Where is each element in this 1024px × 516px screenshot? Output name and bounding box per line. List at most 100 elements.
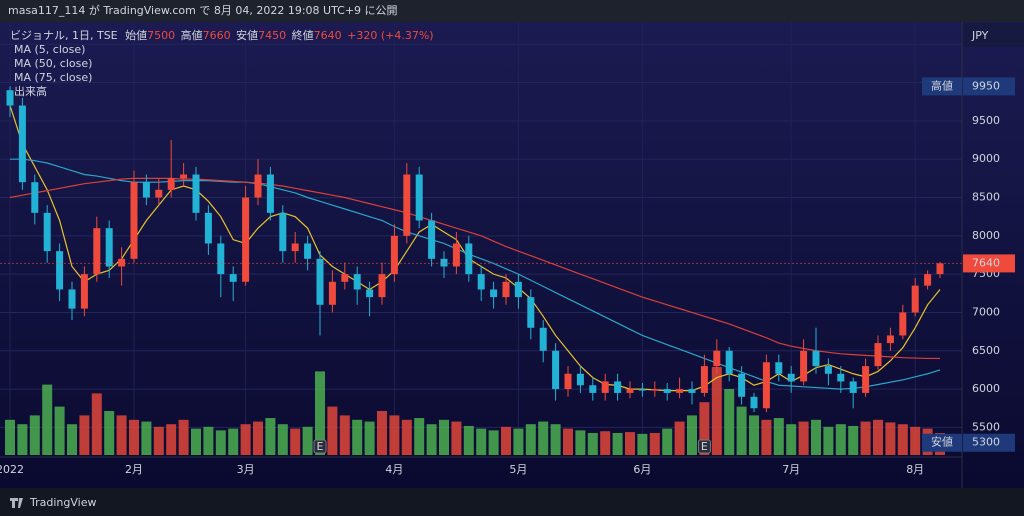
volume-bar xyxy=(662,428,673,455)
candle-body xyxy=(316,258,324,305)
candle-body xyxy=(18,105,26,183)
volume-bar xyxy=(798,421,809,455)
x-tick-label: 2022 xyxy=(0,463,24,476)
candle-body xyxy=(651,389,659,391)
volume-bar xyxy=(315,371,325,455)
volume-bar xyxy=(377,411,387,455)
x-tick-label: 5月 xyxy=(509,463,527,476)
volume-bar xyxy=(91,393,102,455)
candle-body xyxy=(638,389,646,391)
legend-entry: MA (50, close) xyxy=(14,57,92,70)
candle-body xyxy=(589,385,597,393)
candle-body xyxy=(936,263,944,275)
overlays: E E 高値 9950 7640 安値 5300 xyxy=(0,77,1015,454)
volume-bar xyxy=(476,428,487,455)
badge-value: 9950 xyxy=(972,79,1000,92)
volume-bar xyxy=(600,431,611,455)
candle-body xyxy=(6,90,14,106)
value: 7660 xyxy=(203,29,231,42)
volume-bar xyxy=(178,419,189,455)
volume-bar xyxy=(67,424,77,455)
candle-body xyxy=(43,212,51,252)
value: 7640 xyxy=(314,29,342,42)
candle-body xyxy=(180,174,188,179)
candle-body xyxy=(403,174,411,236)
volume-bar xyxy=(761,419,772,455)
volume-bar xyxy=(823,426,834,455)
volume-bar xyxy=(364,421,375,455)
volume-bar xyxy=(215,430,226,455)
volume-bar xyxy=(414,418,425,455)
volume-bar xyxy=(339,415,350,455)
candle-body xyxy=(700,366,708,393)
candle-body xyxy=(291,243,299,252)
volume-bar xyxy=(29,415,40,455)
top-bar xyxy=(0,0,1024,22)
candle-body xyxy=(428,220,436,259)
candle-body xyxy=(217,243,225,275)
volume-bar xyxy=(5,419,15,455)
volume-bar xyxy=(17,424,28,455)
y-tick-label: 9000 xyxy=(972,152,1000,165)
volume-bar xyxy=(575,430,586,455)
volume-bar xyxy=(277,424,288,455)
candle-body xyxy=(490,289,498,298)
volume-bar xyxy=(54,406,65,455)
candle-body xyxy=(142,182,150,198)
volume-bar xyxy=(153,426,164,455)
bottom-bar xyxy=(0,488,1024,516)
candle-body xyxy=(663,389,671,393)
volume-bar xyxy=(191,428,201,455)
y-tick-label: 6500 xyxy=(972,344,1000,357)
candle-body xyxy=(924,274,932,286)
plot-background xyxy=(0,22,1024,488)
volume-bar xyxy=(724,389,735,455)
volume-bar xyxy=(773,418,784,455)
volume-bar xyxy=(513,428,524,455)
candle-body xyxy=(452,243,460,267)
publisher: masa117_114 が TradingView.com で 8月 04, 2… xyxy=(8,3,398,17)
candle-body xyxy=(601,381,609,393)
volume-bar xyxy=(538,421,549,455)
volume-bar xyxy=(563,428,573,455)
volume-bar xyxy=(501,426,511,455)
volume-bar xyxy=(240,424,251,455)
candle-body xyxy=(874,343,882,367)
candle-body xyxy=(56,251,64,290)
volume-bar xyxy=(848,425,859,455)
candle-body xyxy=(31,182,39,213)
volume-bar xyxy=(711,367,722,455)
volume-bar xyxy=(426,424,437,455)
candle-body xyxy=(750,396,758,409)
badge-text: 安値 xyxy=(931,435,953,449)
volume-bar xyxy=(910,426,921,455)
x-tick-label: 6月 xyxy=(633,463,651,476)
volume-bar xyxy=(811,419,821,455)
change: +320 (+4.37%) xyxy=(347,29,433,42)
candle-body xyxy=(266,174,274,213)
candle-body xyxy=(738,373,746,397)
candle-body xyxy=(254,174,262,198)
candle-body xyxy=(68,289,76,309)
badge-tag xyxy=(922,77,962,96)
candle-body xyxy=(539,327,547,351)
candle-body xyxy=(341,274,349,282)
candle-body xyxy=(465,243,473,275)
volume-bar xyxy=(104,411,115,455)
volume-bar xyxy=(141,421,152,455)
legend-entry: MA (75, close) xyxy=(14,71,92,84)
candle-body xyxy=(390,235,398,275)
candle-body xyxy=(192,174,200,213)
ma-line xyxy=(9,177,940,360)
badge xyxy=(963,433,1015,452)
event-label: E xyxy=(317,440,324,453)
x-tick-label: 4月 xyxy=(385,463,403,476)
x-tick-label: 2月 xyxy=(125,463,143,476)
badge-text: 高値 xyxy=(931,78,953,92)
volume-bar xyxy=(749,415,759,455)
candle-body xyxy=(353,274,361,290)
candle-body xyxy=(775,362,783,374)
candle-body xyxy=(713,350,721,367)
badge-tag xyxy=(922,433,962,452)
volume-bar xyxy=(587,433,598,455)
